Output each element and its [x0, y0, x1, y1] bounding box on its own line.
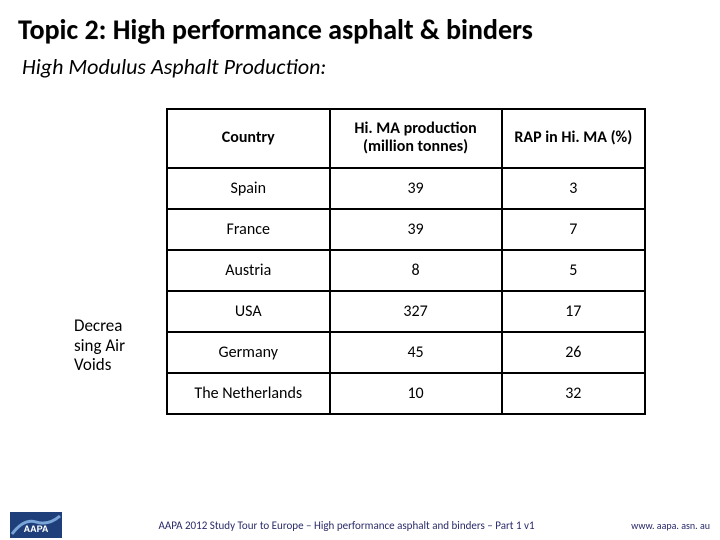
table-row: USA32717: [167, 291, 645, 332]
table-cell: Germany: [167, 332, 330, 373]
footer-url: www. aapa. asn. au: [631, 519, 710, 532]
footer-center-text: AAPA 2012 Study Tour to Europe – High pe…: [62, 519, 631, 532]
table-header-row: Country Hi. MA production (million tonne…: [167, 109, 645, 168]
data-table: Country Hi. MA production (million tonne…: [166, 108, 646, 415]
slide-subtitle: High Modulus Asphalt Production:: [0, 47, 720, 80]
table-cell: USA: [167, 291, 330, 332]
col-header: RAP in Hi. MA (%): [502, 109, 645, 168]
table-cell: 327: [330, 291, 502, 332]
table-cell: 10: [330, 373, 502, 414]
side-annotation: Decrea sing Air Voids: [74, 316, 152, 375]
table-cell: 39: [330, 168, 502, 209]
table-cell: The Netherlands: [167, 373, 330, 414]
table-cell: Austria: [167, 250, 330, 291]
table-cell: 32: [502, 373, 645, 414]
table-cell: 17: [502, 291, 645, 332]
footer: AAPA AAPA 2012 Study Tour to Europe – Hi…: [0, 510, 720, 540]
table-row: Spain393: [167, 168, 645, 209]
content-area: Decrea sing Air Voids Country Hi. MA pro…: [0, 108, 720, 415]
table-cell: Spain: [167, 168, 330, 209]
table-cell: 45: [330, 332, 502, 373]
table-row: France397: [167, 209, 645, 250]
aapa-logo-icon: AAPA: [10, 510, 62, 540]
table-row: Germany4526: [167, 332, 645, 373]
table-cell: 39: [330, 209, 502, 250]
table-cell: 8: [330, 250, 502, 291]
table-cell: 3: [502, 168, 645, 209]
col-header: Country: [167, 109, 330, 168]
table-cell: 7: [502, 209, 645, 250]
table-cell: 5: [502, 250, 645, 291]
table-cell: France: [167, 209, 330, 250]
col-header: Hi. MA production (million tonnes): [330, 109, 502, 168]
table-cell: 26: [502, 332, 645, 373]
table-row: Austria85: [167, 250, 645, 291]
table-body: Spain393France397Austria85USA32717German…: [167, 168, 645, 414]
svg-text:AAPA: AAPA: [24, 524, 49, 534]
table-row: The Netherlands1032: [167, 373, 645, 414]
slide-title: Topic 2: High performance asphalt & bind…: [0, 0, 720, 47]
